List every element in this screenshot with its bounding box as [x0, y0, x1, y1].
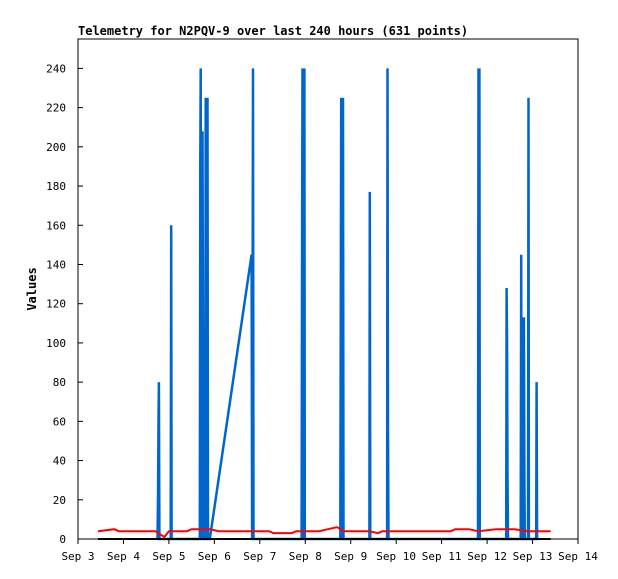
y-tick-label: 0 [59, 533, 66, 546]
y-tick-label: 40 [53, 455, 66, 468]
x-tick-label: Sep 10 [376, 550, 416, 563]
y-tick-label: 80 [53, 376, 66, 389]
y-tick-label: 200 [46, 141, 66, 154]
x-tick-label: Sep 4 [107, 550, 140, 563]
x-tick-label: Sep 11 [422, 550, 462, 563]
series-line-0 [156, 68, 539, 541]
y-tick-label: 160 [46, 219, 66, 232]
x-tick-label: Sep 5 [152, 550, 185, 563]
x-tick-label: Sep 9 [334, 550, 367, 563]
chart-title: Telemetry for N2PQV-9 over last 240 hour… [78, 24, 468, 38]
y-tick-label: 240 [46, 62, 66, 75]
y-tick-label: 100 [46, 337, 66, 350]
x-tick-label: Sep 14 [558, 550, 598, 563]
y-axis-label: Values [25, 267, 39, 310]
x-tick-label: Sep 7 [243, 550, 276, 563]
x-tick-label: Sep 12 [467, 550, 507, 563]
y-tick-label: 120 [46, 298, 66, 311]
x-tick-label: Sep 6 [198, 550, 231, 563]
y-tick-label: 20 [53, 494, 66, 507]
y-tick-label: 60 [53, 415, 66, 428]
x-tick-label: Sep 8 [289, 550, 322, 563]
y-axis: 0 20 40 60 80 100 120 140 160 180 200 220 240 [46, 62, 83, 546]
y-tick-label: 140 [46, 258, 66, 271]
series-layer [97, 68, 551, 541]
y-tick-label: 180 [46, 180, 66, 193]
series-line-1 [97, 526, 551, 539]
x-tick-label: Sep 3 [61, 550, 94, 563]
y-tick-label: 220 [46, 102, 66, 115]
x-tick-label: Sep 13 [513, 550, 553, 563]
x-axis: Sep 3 Sep 4 Sep 5 Sep 6 Sep 7 Sep 8 Sep 9 Sep 1… [61, 539, 598, 563]
plot-frame [77, 38, 579, 540]
